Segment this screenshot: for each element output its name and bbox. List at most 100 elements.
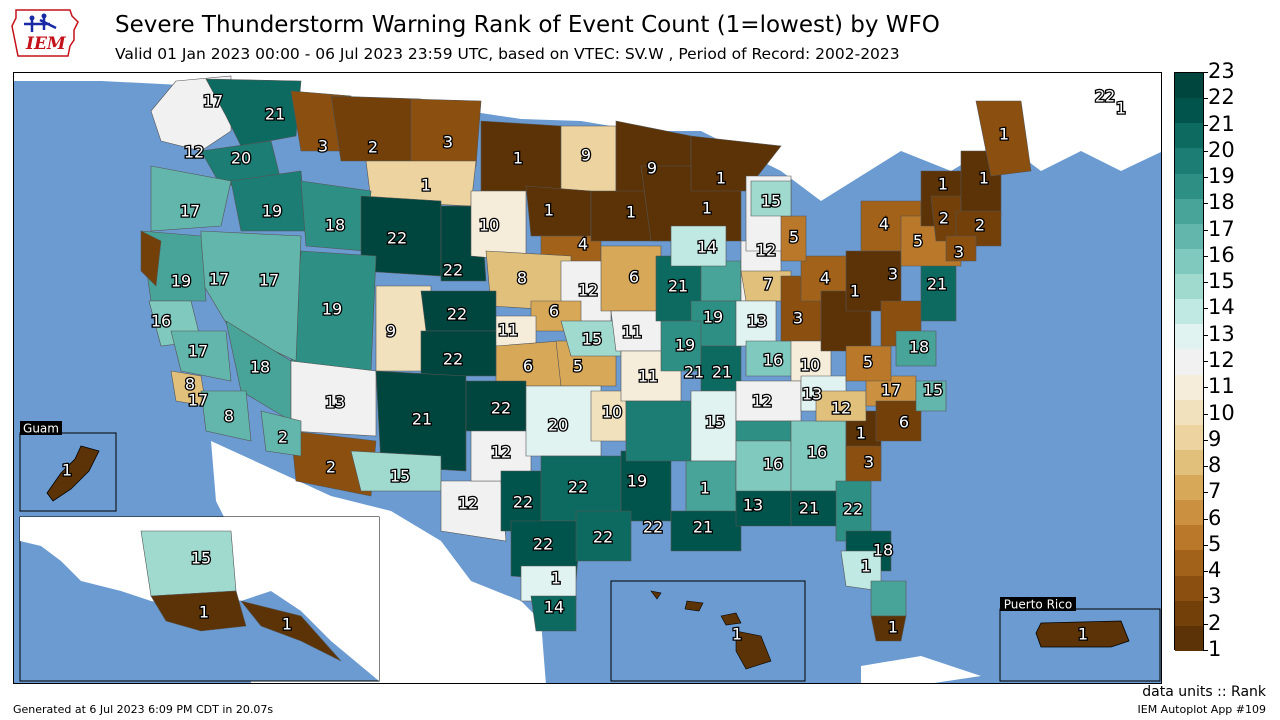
colorbar-tick-mark — [1203, 597, 1208, 599]
wfo-rank-label: 3 — [864, 453, 874, 472]
wfo-rank-label: 1 — [551, 569, 561, 588]
wfo-rank-label: 22 — [593, 528, 613, 547]
wfo-rank-label: 3 — [888, 265, 898, 284]
alaska-inset: 15 1 1 — [19, 516, 380, 682]
iowa-outline-icon — [11, 9, 79, 57]
wfo-rank-label: 15 — [761, 192, 781, 211]
colorbar-tick-label: 3 — [1208, 584, 1222, 609]
colorbar-tick-mark — [1203, 466, 1208, 468]
colorbar-tick-mark — [1203, 623, 1208, 625]
wfo-rank-label: 11 — [498, 321, 518, 340]
wfo-rank-label: 18 — [873, 541, 893, 560]
wfo-rank-label: 9 — [647, 159, 657, 178]
colorbar-tick-mark — [1203, 72, 1208, 73]
colorbar-tick-label: 10 — [1208, 400, 1235, 425]
wfo-rank-label: 19 — [171, 272, 191, 291]
wfo-rank-label: 2 — [278, 428, 288, 447]
colorbar-tick-label: 8 — [1208, 453, 1222, 478]
colorbar-segment — [1175, 550, 1203, 577]
colorbar-tick-label: 7 — [1208, 479, 1222, 504]
wfo-rank-label: 22 — [443, 350, 463, 369]
wfo-rank-label: 17 — [203, 92, 223, 111]
wfo-rank-label: 22 — [1095, 87, 1115, 106]
wfo-rank-label: 21 — [712, 363, 732, 382]
wfo-rank-label: 22 — [447, 305, 467, 324]
wfo-rank-label: 14 — [544, 598, 564, 617]
colorbar-tick-label: 16 — [1208, 242, 1235, 267]
wfo-rank-label: 14 — [697, 238, 717, 257]
wfo-rank-label: 9 — [581, 146, 591, 165]
colorbar-segment — [1175, 123, 1203, 149]
colorbar-segment — [1175, 173, 1203, 200]
wfo-rank-label: 3 — [954, 243, 964, 262]
wfo-rank-label: 15 — [705, 413, 725, 432]
colorbar-tick-label: 5 — [1208, 531, 1222, 556]
wfo-rank-label: 15 — [923, 381, 943, 400]
wfo-rank-label: 22 — [513, 493, 533, 512]
wfo-rank-label: 13 — [747, 312, 767, 331]
hawaii-rank: 1 — [732, 625, 742, 644]
wfo-rank-label: 17 — [180, 202, 200, 221]
wfo-rank-label: 13 — [802, 385, 822, 404]
wfo-rank-label: 1 — [979, 169, 989, 188]
map-title: Severe Thunderstorm Warning Rank of Even… — [115, 12, 940, 38]
wfo-rank-label: 16 — [151, 312, 171, 331]
wfo-rank-label: 11 — [622, 323, 642, 342]
colorbar-tick-mark — [1203, 571, 1208, 573]
colorbar-tick-label: 14 — [1208, 295, 1235, 320]
wfo-rank-label: 6 — [549, 302, 559, 321]
colorbar-tick-mark — [1203, 203, 1208, 205]
colorbar-tick-mark — [1203, 361, 1208, 362]
wfo-rank-label: 13 — [325, 393, 345, 412]
wfo-rank-label: 6 — [523, 357, 533, 376]
wfo-rank-label: 1 — [850, 282, 860, 301]
colorbar-tick-label: 1 — [1208, 637, 1222, 661]
colorbar-tick-mark — [1203, 150, 1208, 152]
wfo-rank-label: 20 — [231, 149, 251, 168]
wfo-rank-label: 1 — [544, 201, 554, 220]
wfo-rank-label: 1 — [626, 203, 636, 222]
colorbar-segment — [1175, 198, 1203, 225]
wfo-rank-label: 3 — [793, 309, 803, 328]
puerto-rico-inset: Puerto Rico 1 — [999, 597, 1161, 682]
wfo-rank-label: 12 — [831, 399, 851, 418]
wfo-rank-label: 12 — [458, 494, 478, 513]
wfo-rank-label: 15 — [582, 330, 602, 349]
wfo-rank-label: 1 — [861, 557, 871, 576]
colorbar-segment — [1175, 349, 1203, 376]
colorbar-segment — [1175, 600, 1203, 627]
wfo-rank-label: 3 — [443, 133, 453, 152]
wfo-rank-label: 10 — [602, 403, 622, 422]
colorbar-segment — [1175, 274, 1203, 300]
wfo-rank-label: 16 — [763, 455, 783, 474]
wfo-rank-label: 4 — [820, 269, 830, 288]
colorbar-tick-label: 23 — [1208, 59, 1235, 83]
wfo-rank-label: 12 — [752, 392, 772, 411]
wfo-rank-label: 22 — [843, 500, 863, 519]
wfo-rank-label: 21 — [799, 499, 819, 518]
colorbar-segment — [1175, 575, 1203, 602]
wfo-rank-label: 18 — [325, 216, 345, 235]
colorbar-segment — [1175, 475, 1203, 501]
colorbar-tick-label: 13 — [1208, 321, 1235, 346]
wfo-rank-label: 21 — [927, 275, 947, 294]
colorbar-tick-label: 9 — [1208, 426, 1222, 451]
wfo-rank-label: 5 — [573, 357, 583, 376]
colorbar-segment — [1175, 449, 1203, 476]
colorbar-tick-label: 22 — [1208, 85, 1235, 110]
puerto-rico-label: Puerto Rico — [1004, 598, 1072, 612]
colorbar-tick-mark — [1203, 518, 1208, 520]
colorbar-tick-label: 18 — [1208, 190, 1235, 215]
colorbar-tick-mark — [1203, 544, 1208, 546]
wfo-rank-label: 13 — [743, 496, 763, 515]
wfo-rank-label: 17 — [188, 391, 208, 410]
guam-rank: 1 — [62, 461, 72, 480]
colorbar-segment — [1175, 374, 1203, 401]
wfo-rank-label: 17 — [259, 271, 279, 290]
wfo-rank-label: 21 — [693, 518, 713, 537]
wfo-rank-label: 19 — [675, 336, 695, 355]
wfo-rank-label: 12 — [491, 443, 511, 462]
wfo-rank-label: 11 — [638, 367, 658, 386]
colorbar-tick-mark — [1203, 308, 1208, 310]
wfo-rank-label: 1 — [421, 176, 431, 195]
